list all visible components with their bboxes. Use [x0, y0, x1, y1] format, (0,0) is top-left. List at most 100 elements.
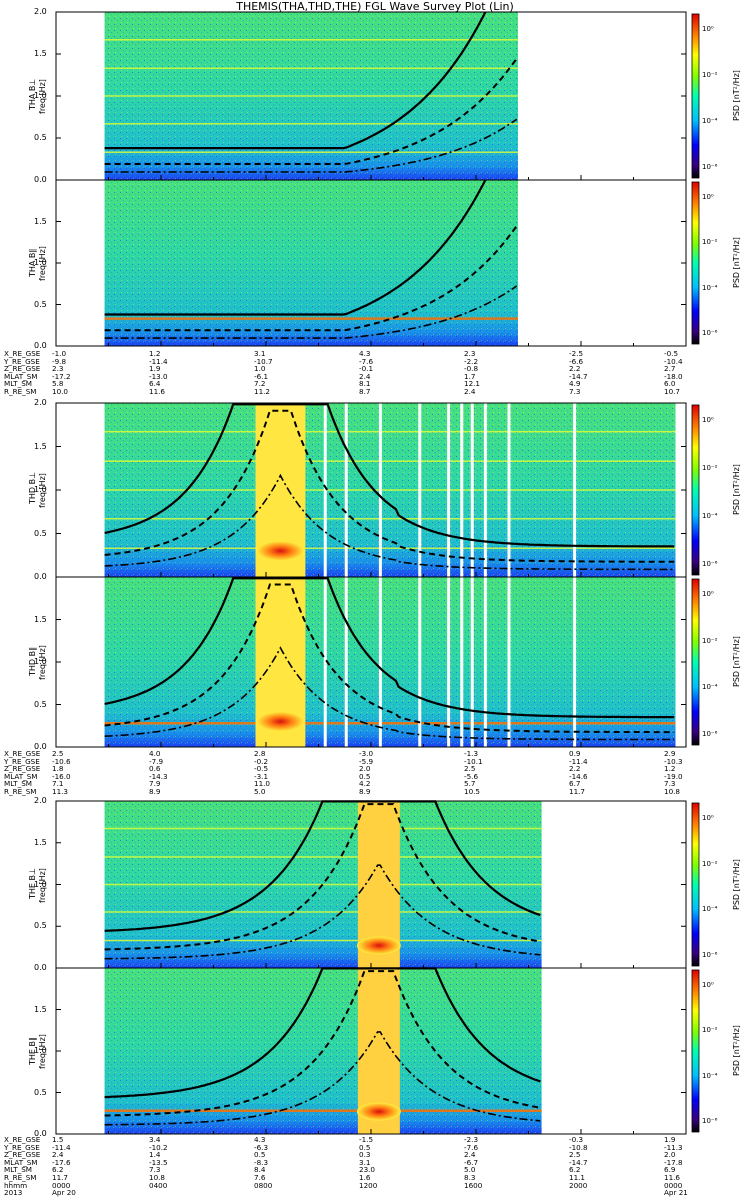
ephemeris-value: 2.5	[52, 749, 64, 758]
gyrofrequency-curve-dashed	[104, 225, 518, 332]
colorbar	[691, 969, 700, 1133]
freq-ylabel: freq [Hz]	[38, 645, 47, 680]
y-tick-label: 1.0	[34, 258, 47, 267]
colorbar-tick-label: 10⁻²	[702, 859, 718, 868]
ephemeris-value: 5.0	[254, 787, 266, 796]
spectrogram-panel-the-bperp	[55, 800, 700, 969]
ephemeris-value: -14.3	[149, 771, 168, 781]
ephemeris-value: 2.3	[464, 349, 476, 358]
ephemeris-value: -9.8	[52, 356, 67, 366]
ephemeris-value: 2.4	[52, 1150, 64, 1160]
ephemeris-value: 1.8	[52, 764, 64, 774]
data-gap	[418, 577, 422, 747]
y-tick-label: 0.0	[34, 742, 47, 751]
data-gap	[378, 403, 382, 577]
ephemeris-value: 1.7	[464, 371, 476, 381]
ephemeris-value: -14.7	[569, 371, 588, 381]
ephemeris-row-label: Z_RE_GSE	[4, 364, 41, 374]
ephemeris-value: -10.7	[254, 356, 273, 366]
data-gap	[447, 577, 451, 747]
y-tick-label: 1.5	[34, 614, 47, 624]
data-gap	[447, 403, 451, 577]
ephemeris-value: 0.5	[359, 771, 371, 781]
ephemeris-row-label: Z_RE_GSE	[4, 1150, 41, 1160]
ephemeris-row-label: R_RE_SM	[4, 787, 37, 796]
y-tick-label: 0.5	[34, 528, 47, 538]
data-gap	[483, 577, 487, 747]
freq-ylabel: freq [Hz]	[38, 1034, 47, 1069]
perigee-core	[356, 1102, 401, 1121]
ephemeris-row-label: MLAT_SM	[4, 371, 38, 381]
panel-ylabel: THE B⊥	[28, 867, 37, 899]
y-tick-label: 1.5	[34, 49, 47, 58]
gyrofrequency-curve-dashed	[104, 864, 541, 960]
ephemeris-value: -8.3	[254, 1157, 269, 1167]
ephemeris-value: 0000	[664, 1180, 683, 1190]
ephemeris-value: 8.7	[359, 387, 371, 396]
ephemeris-value: -11.4	[52, 1142, 71, 1152]
colorbar-tick-label: 10⁻⁶	[702, 1117, 718, 1125]
ephemeris-value: -0.5	[254, 764, 269, 774]
y-tick-label: 1.5	[34, 216, 47, 226]
colorbar-tick-label: 10⁻⁶	[702, 329, 718, 337]
ephemeris-value: -0.1	[359, 364, 374, 374]
ephemeris-value: 8.4	[254, 1165, 266, 1175]
ephemeris-value: 5.7	[464, 779, 476, 789]
freq-ylabel: freq [Hz]	[38, 473, 47, 508]
ephemeris-value: 7.3	[569, 387, 581, 396]
colorbar-label: PSD [nT²/Hz]	[732, 237, 741, 288]
ephemeris-value: 2.4	[464, 387, 476, 396]
y-tick-label: 2.0	[34, 398, 47, 407]
colorbar-tick-label: 10⁻⁴	[702, 905, 718, 914]
colorbar-tick-label: 10⁰	[702, 416, 714, 424]
ephemeris-value: -17.2	[52, 371, 71, 381]
ephemeris-row-label: Y_RE_GSE	[4, 756, 40, 766]
ephemeris-value: -2.5	[569, 349, 584, 358]
ephemeris-value: 4.3	[359, 349, 371, 358]
gyrofrequency-curve-dashed	[104, 118, 518, 173]
y-tick-label: 1.0	[34, 657, 47, 666]
ephemeris-value: 1.5	[52, 1135, 64, 1144]
ephemeris-value: -11.4	[149, 356, 168, 366]
ephemeris-row-label: MLT_SM	[4, 379, 32, 389]
colorbar-tick-label: 10⁻⁶	[702, 560, 718, 568]
ephemeris-value: 2.2	[569, 764, 581, 774]
ephemeris-value: 3.4	[149, 1135, 161, 1144]
freq-ylabel: freq [Hz]	[38, 246, 47, 281]
ephemeris-value: 6.2	[52, 1165, 64, 1175]
panel-ylabel: THA B∥	[28, 248, 37, 277]
spectrogram-panel-thd-bperp	[55, 402, 700, 578]
data-gap	[460, 403, 464, 577]
ephemeris-value: 7.2	[254, 379, 266, 389]
colorbar-label: PSD [nT²/Hz]	[732, 1025, 741, 1076]
ephemeris-value: -1.5	[359, 1135, 374, 1144]
y-tick-label: 0.5	[34, 1087, 47, 1097]
ephemeris-value: 10.8	[664, 787, 681, 796]
ephemeris-value: -7.6	[464, 1142, 479, 1152]
panel-ylabel: THA B⊥	[28, 78, 37, 110]
colorbar-label: PSD [nT²/Hz]	[732, 70, 741, 121]
y-tick-label: 0.5	[34, 921, 47, 931]
ephemeris-value: 8.9	[149, 787, 161, 796]
ephemeris-value: 8.1	[359, 379, 371, 389]
ephemeris-row-label: Y_RE_GSE	[4, 1142, 40, 1152]
data-gap	[418, 403, 422, 577]
ephemeris-value: 6.0	[664, 379, 676, 389]
colorbar	[691, 13, 700, 179]
ephemeris-value: -14.7	[569, 1157, 588, 1167]
colorbar	[691, 802, 700, 967]
colorbar-label: PSD [nT²/Hz]	[732, 464, 741, 515]
ephemeris-value: -3.1	[254, 771, 269, 781]
ephemeris-value: -7.9	[149, 756, 164, 766]
ephemeris-value: -7.6	[359, 356, 374, 366]
y-tick-label: 1.5	[34, 441, 47, 451]
ephemeris-value: 2.8	[254, 749, 266, 758]
y-tick-label: 0.0	[34, 175, 47, 184]
ephemeris-value: -17.8	[664, 1157, 683, 1167]
ephemeris-value: 10.0	[52, 387, 69, 396]
ephemeris-value: 3.1	[254, 349, 266, 358]
ephemeris-value: -10.3	[664, 756, 683, 766]
ephemeris-row-label: Y_RE_GSE	[4, 356, 40, 366]
data-gap	[470, 577, 474, 747]
spectrogram-noise	[104, 968, 542, 1134]
